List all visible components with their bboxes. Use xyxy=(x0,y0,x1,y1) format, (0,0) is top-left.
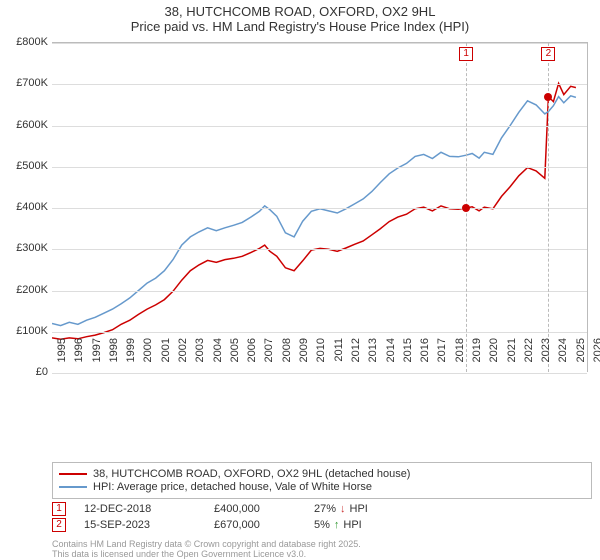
x-tick-label: 2002 xyxy=(177,338,189,378)
plot-area: 12 xyxy=(52,42,588,372)
gridline xyxy=(52,332,587,333)
chart-titles: 38, HUTCHCOMB ROAD, OXFORD, OX2 9HL Pric… xyxy=(0,0,600,34)
legend-item: HPI: Average price, detached house, Vale… xyxy=(59,481,585,493)
x-tick-label: 2017 xyxy=(436,338,448,378)
event-pct: 27% xyxy=(314,503,336,515)
gridline xyxy=(52,167,587,168)
gridline xyxy=(52,291,587,292)
x-tick-label: 2009 xyxy=(298,338,310,378)
x-tick-label: 2016 xyxy=(419,338,431,378)
gridline xyxy=(52,43,587,44)
legend-swatch xyxy=(59,486,87,488)
gridline xyxy=(52,126,587,127)
event-rel: HPI xyxy=(343,519,361,531)
gridline xyxy=(52,208,587,209)
x-tick-label: 2022 xyxy=(523,338,535,378)
event-pct: 5% xyxy=(314,519,330,531)
event-price: £670,000 xyxy=(214,519,314,531)
y-tick-label: £400K xyxy=(6,201,48,213)
x-tick-label: 2023 xyxy=(540,338,552,378)
x-tick-label: 2005 xyxy=(229,338,241,378)
x-tick-label: 2001 xyxy=(160,338,172,378)
arrow-up-icon: ↑ xyxy=(334,519,340,531)
legend-swatch xyxy=(59,473,87,475)
attribution: Contains HM Land Registry data © Crown c… xyxy=(52,540,361,560)
legend: 38, HUTCHCOMB ROAD, OXFORD, OX2 9HL (det… xyxy=(52,462,592,499)
y-tick-label: £200K xyxy=(6,284,48,296)
x-tick-label: 2024 xyxy=(557,338,569,378)
chart: £0£100K£200K£300K£400K£500K£600K£700K£80… xyxy=(6,42,594,422)
x-tick-label: 1997 xyxy=(91,338,103,378)
event-row: 1 12-DEC-2018£400,00027% ↓ HPI xyxy=(52,502,368,516)
x-tick-label: 1996 xyxy=(73,338,85,378)
event-id-box: 2 xyxy=(52,518,66,532)
events-table: 1 12-DEC-2018£400,00027% ↓ HPI 2 15-SEP-2023£… xyxy=(52,500,368,534)
x-tick-label: 2014 xyxy=(385,338,397,378)
y-tick-label: £500K xyxy=(6,160,48,172)
x-tick-label: 1999 xyxy=(125,338,137,378)
y-tick-label: £800K xyxy=(6,36,48,48)
x-tick-label: 2019 xyxy=(471,338,483,378)
event-marker-box: 1 xyxy=(459,47,473,61)
event-price: £400,000 xyxy=(214,503,314,515)
y-tick-label: £300K xyxy=(6,242,48,254)
x-tick-label: 2020 xyxy=(488,338,500,378)
x-tick-label: 2010 xyxy=(315,338,327,378)
x-tick-label: 1998 xyxy=(108,338,120,378)
legend-item: 38, HUTCHCOMB ROAD, OXFORD, OX2 9HL (det… xyxy=(59,468,585,480)
title-sub: Price paid vs. HM Land Registry's House … xyxy=(0,19,600,34)
event-marker-dot xyxy=(462,204,470,212)
gridline xyxy=(52,84,587,85)
x-tick-label: 2013 xyxy=(367,338,379,378)
y-tick-label: £600K xyxy=(6,119,48,131)
event-marker-box: 2 xyxy=(541,47,555,61)
x-tick-label: 2018 xyxy=(454,338,466,378)
y-tick-label: £100K xyxy=(6,325,48,337)
attribution-line2: This data is licensed under the Open Gov… xyxy=(52,550,361,560)
event-id-box: 1 xyxy=(52,502,66,516)
x-tick-label: 2008 xyxy=(281,338,293,378)
event-date: 15-SEP-2023 xyxy=(84,519,214,531)
x-tick-label: 2021 xyxy=(506,338,518,378)
title-main: 38, HUTCHCOMB ROAD, OXFORD, OX2 9HL xyxy=(0,4,600,19)
x-tick-label: 2012 xyxy=(350,338,362,378)
x-tick-label: 2004 xyxy=(212,338,224,378)
event-date: 12-DEC-2018 xyxy=(84,503,214,515)
event-row: 2 15-SEP-2023£670,0005% ↑HPI xyxy=(52,518,368,532)
x-tick-label: 2007 xyxy=(263,338,275,378)
x-tick-label: 2003 xyxy=(194,338,206,378)
x-tick-label: 2011 xyxy=(333,338,345,378)
x-tick-label: 2026 xyxy=(592,338,600,378)
legend-label: HPI: Average price, detached house, Vale… xyxy=(93,481,372,493)
legend-label: 38, HUTCHCOMB ROAD, OXFORD, OX2 9HL (det… xyxy=(93,468,410,480)
x-tick-label: 2006 xyxy=(246,338,258,378)
y-tick-label: £0 xyxy=(6,366,48,378)
x-tick-label: 2015 xyxy=(402,338,414,378)
arrow-down-icon: ↓ xyxy=(340,503,346,515)
x-tick-label: 1995 xyxy=(56,338,68,378)
event-rel: HPI xyxy=(350,503,368,515)
event-marker-dot xyxy=(544,93,552,101)
gridline xyxy=(52,249,587,250)
y-tick-label: £700K xyxy=(6,77,48,89)
x-tick-label: 2000 xyxy=(142,338,154,378)
x-tick-label: 2025 xyxy=(575,338,587,378)
